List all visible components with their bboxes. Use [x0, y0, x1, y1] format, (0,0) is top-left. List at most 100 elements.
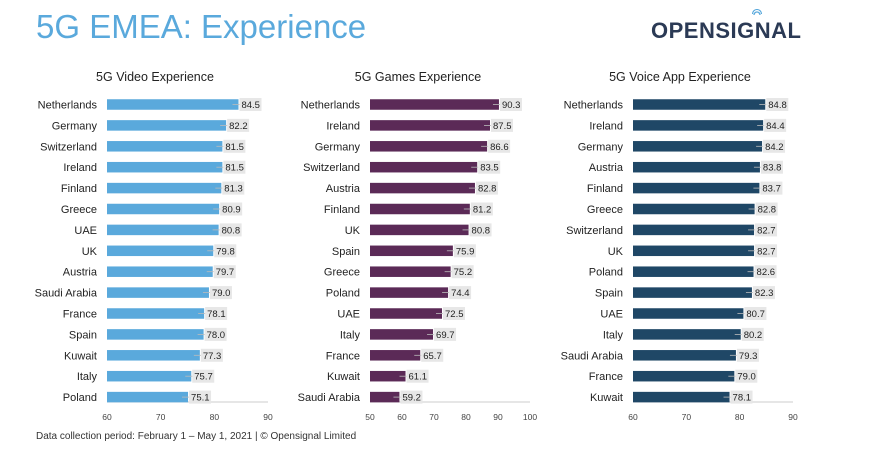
category-label: Austria [326, 183, 361, 195]
category-label: Greece [324, 267, 360, 279]
value-label-bg [189, 390, 212, 404]
value-label-bg [491, 118, 513, 132]
category-label: Italy [603, 329, 624, 341]
value-label: 75.9 [456, 246, 475, 257]
bar [370, 224, 469, 236]
bar [107, 141, 223, 152]
bar [107, 266, 213, 277]
value-label: 84.8 [768, 100, 787, 111]
value-label-bg [451, 265, 474, 279]
bar [633, 182, 760, 194]
value-label-bg [200, 348, 223, 362]
chart-title: 5G Games Experience [355, 70, 481, 84]
value-label-bg [192, 369, 215, 383]
category-label: Ireland [63, 162, 97, 174]
category-label: Kuwait [327, 371, 360, 383]
bar [107, 120, 227, 131]
category-label: Spain [332, 246, 360, 258]
value-label: 80.2 [744, 330, 763, 341]
category-label: Switzerland [566, 225, 623, 237]
x-tick-label: 70 [682, 412, 692, 422]
category-label: France [326, 350, 360, 362]
value-label: 79.0 [737, 372, 756, 383]
category-label: Germany [52, 120, 98, 132]
value-label-bg [499, 98, 522, 111]
value-label: 82.7 [757, 246, 776, 257]
value-label-bg [752, 286, 775, 300]
bar [633, 161, 760, 173]
category-label: Germany [315, 141, 361, 153]
category-label: France [63, 309, 97, 321]
value-label-bg [209, 286, 232, 300]
x-tick-label: 80 [210, 412, 220, 422]
value-label: 82.2 [229, 121, 248, 132]
value-label-bg [766, 98, 789, 111]
bar [370, 245, 453, 257]
bar [633, 391, 730, 403]
value-label-bg [755, 244, 778, 258]
value-label-bg [760, 160, 783, 174]
x-tick-label: 90 [493, 412, 503, 422]
value-label-bg [735, 369, 758, 383]
bar [370, 161, 478, 173]
bar [633, 245, 755, 257]
x-tick-label: 70 [429, 412, 439, 422]
category-label: Poland [63, 392, 97, 404]
value-label: 84.4 [766, 121, 785, 132]
x-tick-label: 80 [735, 412, 745, 422]
value-label: 78.1 [207, 309, 226, 320]
bar [633, 141, 763, 152]
value-label-bg [764, 118, 787, 132]
opensignal-logo: OPENSIGNAL [651, 9, 802, 44]
bar [107, 203, 220, 215]
bar [370, 329, 434, 340]
value-label: 83.7 [762, 184, 781, 195]
category-label: France [589, 371, 623, 383]
value-label-bg [763, 139, 786, 153]
value-label: 80.9 [222, 205, 241, 216]
value-label: 79.3 [739, 351, 758, 362]
value-label: 75.1 [191, 393, 210, 404]
value-label-bg [760, 181, 783, 195]
value-label-bg [443, 307, 465, 320]
bar [107, 182, 222, 194]
bar [370, 266, 451, 277]
category-label: Netherlands [38, 100, 98, 112]
logo-text: OPENSIGNAL [651, 18, 802, 43]
bar [633, 308, 744, 319]
chart-title: 5G Video Experience [96, 70, 214, 84]
category-label: Poland [589, 267, 623, 279]
category-label: Saudi Arabia [35, 288, 98, 300]
value-label-bg [400, 390, 423, 404]
value-label-bg [736, 348, 759, 362]
x-tick-label: 90 [263, 412, 273, 422]
value-label-bg [214, 244, 237, 258]
category-label: Poland [326, 288, 360, 300]
bar [107, 350, 200, 361]
value-label: 81.2 [473, 205, 492, 216]
bar [370, 370, 406, 382]
value-label: 82.3 [755, 288, 774, 299]
value-label: 80.8 [222, 225, 241, 236]
value-label-bg [434, 327, 457, 341]
x-tick-label: 70 [156, 412, 166, 422]
bar [107, 370, 192, 382]
category-label: Greece [61, 204, 97, 216]
bar [633, 329, 741, 340]
category-label: Netherlands [301, 100, 361, 112]
x-tick-label: 90 [788, 412, 798, 422]
x-tick-label: 60 [102, 412, 112, 422]
value-label: 77.3 [203, 351, 222, 362]
category-label: UK [345, 225, 361, 237]
bar [107, 391, 189, 403]
category-label: UAE [337, 309, 360, 321]
value-label: 61.1 [409, 372, 428, 383]
footer-note: Data collection period: February 1 – May… [36, 431, 357, 442]
value-label: 82.8 [758, 205, 777, 216]
value-label: 80.8 [472, 225, 491, 236]
bar [107, 99, 239, 110]
bar [370, 203, 470, 215]
value-label: 75.7 [194, 372, 213, 383]
category-label: Italy [77, 371, 98, 383]
value-label: 59.2 [402, 393, 421, 404]
